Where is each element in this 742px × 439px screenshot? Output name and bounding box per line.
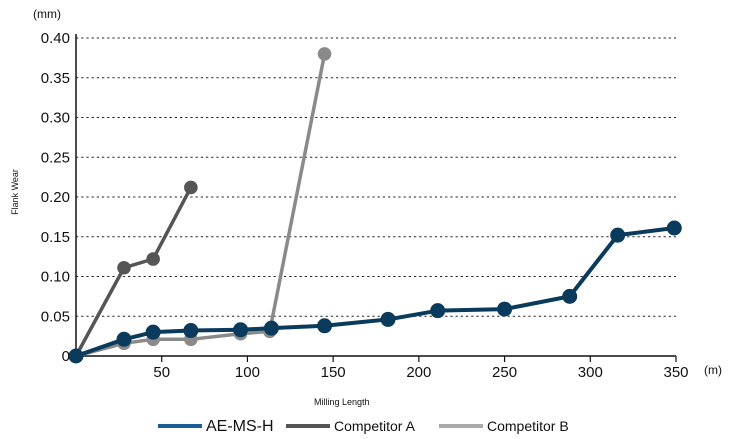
y-unit-label: (mm) (33, 7, 61, 21)
data-point-0 (263, 320, 279, 336)
data-point-0 (380, 311, 396, 327)
x-tick-label: 200 (406, 364, 431, 381)
data-point-0 (68, 348, 84, 364)
y-tick-label: 0.10 (41, 269, 70, 286)
x-unit-label: (m) (704, 363, 722, 377)
y-tick-label: 0.05 (41, 308, 70, 325)
y-tick-label: 0.15 (41, 229, 70, 246)
y-tick-label: 0.40 (41, 30, 70, 47)
legend-label-2: Competitor B (487, 418, 569, 434)
y-axis-title: Flank Wear (10, 169, 20, 215)
data-point-0 (145, 324, 161, 340)
data-point-0 (317, 318, 333, 334)
data-point-0 (666, 220, 682, 236)
y-tick-label: 0.30 (41, 110, 70, 127)
data-point-0 (183, 323, 199, 339)
data-point-0 (233, 322, 249, 338)
data-point-0 (116, 331, 132, 347)
x-tick-label: 300 (578, 364, 603, 381)
data-point-2 (317, 47, 332, 61)
y-tick-label: 0.20 (41, 189, 70, 206)
data-point-1 (146, 252, 160, 266)
series-line-2 (75, 53, 327, 358)
data-point-1 (184, 180, 198, 195)
x-tick-label: 150 (321, 364, 346, 381)
legend-label-1: Competitor A (334, 418, 416, 434)
data-point-0 (610, 227, 626, 243)
x-tick-label: 100 (235, 364, 260, 381)
data-point-0 (497, 301, 513, 317)
y-tick-label: 0 (62, 348, 70, 365)
x-tick-label: 50 (153, 364, 170, 381)
legend-label-0: AE-MS-H (206, 418, 274, 435)
data-point-0 (562, 288, 578, 304)
y-tick-label: 0.35 (41, 70, 70, 87)
series-line-1 (74, 186, 193, 357)
x-axis-title: Milling Length (314, 397, 370, 407)
x-tick-label: 350 (663, 364, 688, 381)
data-point-0 (430, 303, 446, 319)
data-point-1 (117, 260, 131, 275)
x-tick-label: 250 (492, 364, 517, 381)
series-line-0 (75, 226, 675, 358)
y-tick-label: 0.25 (41, 149, 70, 166)
